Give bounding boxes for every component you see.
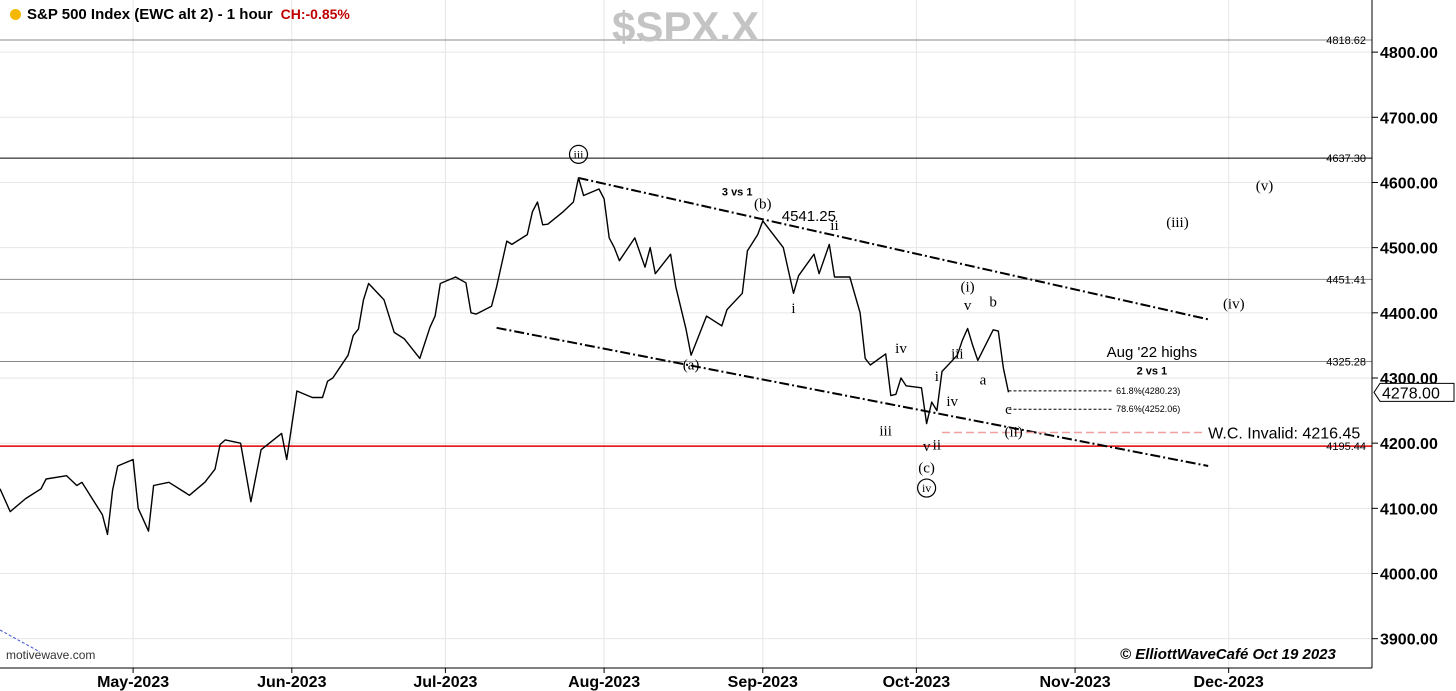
horizontal-levels: 4818.62 4637.30 4451.41 4325.28 4195.44	[0, 35, 1372, 453]
level-label: 4451.41	[1326, 274, 1366, 286]
chart-grid	[0, 0, 1372, 668]
wave-circle	[568, 144, 589, 164]
x-axis-panel	[0, 668, 1456, 691]
wave-label: ii	[933, 438, 941, 454]
y-tick-label: 4000.00	[1380, 567, 1438, 584]
invalidation-label: W.C. Invalid: 4216.45	[1208, 425, 1360, 442]
price-series-group	[0, 177, 1010, 536]
channel-line-upper	[578, 176, 1209, 321]
price-series-line	[0, 177, 1010, 536]
wave-circle	[917, 478, 937, 498]
wave-label: (c)	[918, 460, 935, 476]
current-price-tag	[1373, 382, 1455, 402]
current-price-label: 4278.00	[1382, 385, 1440, 402]
copyright-text: © ElliottWaveCafé Oct 19 2023	[1120, 646, 1336, 663]
level-label: 4195.44	[1326, 441, 1366, 453]
status-dot-icon	[10, 8, 21, 20]
wave-label: a	[980, 373, 987, 389]
change-percent: CH:-0.85%	[280, 6, 350, 22]
wave-label: 2 vs 1	[1137, 366, 1168, 378]
x-tick-label: Sep-2023	[728, 674, 798, 691]
wave-label: (v)	[1256, 178, 1274, 194]
wave-label: iii	[879, 423, 892, 439]
level-label: 4637.30	[1326, 153, 1366, 165]
x-tick-label: Nov-2023	[1039, 674, 1110, 691]
y-tick-label: 4800.00	[1380, 45, 1438, 62]
level-label: 4818.62	[1326, 35, 1366, 47]
wave-label: ii	[830, 218, 838, 234]
wave-label: 4541.25	[782, 208, 836, 225]
x-tick-label: May-2023	[97, 674, 169, 691]
channel-line-lower	[496, 326, 1209, 467]
wave-label: v	[964, 298, 972, 314]
y-tick-label: 3900.00	[1380, 632, 1438, 649]
y-tick-label: 4100.00	[1380, 501, 1438, 518]
wave-label: iii	[951, 346, 964, 362]
wave-label: (a)	[683, 358, 700, 374]
x-tick-label: Oct-2023	[883, 674, 951, 691]
wave-label: i	[935, 369, 939, 385]
y-tick-label: 4200.00	[1380, 436, 1438, 453]
wave-label: 3 vs 1	[722, 187, 753, 199]
wave-label: Aug '22 highs	[1107, 344, 1197, 361]
wave-label: v	[923, 439, 931, 455]
x-tick-label: Jul-2023	[413, 674, 477, 691]
wave-label: c	[1005, 402, 1012, 418]
retracement-label: 61.8%(4280.23)	[1116, 386, 1180, 396]
chart-title: S&P 500 Index (EWC alt 2) - 1 hour	[27, 5, 273, 23]
wave-label: iv	[895, 341, 907, 357]
wave-label: (iv)	[1223, 296, 1245, 312]
x-tick-label: Aug-2023	[568, 674, 640, 691]
y-tick-label: 4600.00	[1380, 175, 1438, 192]
wave-label: i	[791, 301, 795, 317]
wave-label: b	[989, 294, 997, 310]
wave-label: (i)	[960, 279, 974, 295]
y-tick-label: 4700.00	[1380, 110, 1438, 127]
wave-label: iv	[946, 394, 958, 410]
symbol-watermark: $SPX.X	[612, 3, 760, 50]
wave-label: iv	[922, 481, 931, 495]
x-tick-label: Jun-2023	[257, 674, 326, 691]
retracement-label: 78.6%(4252.06)	[1116, 404, 1180, 414]
y-tick-label: 4500.00	[1380, 241, 1438, 258]
x-tick-label: Dec-2023	[1194, 674, 1264, 691]
y-tick-label: 4400.00	[1380, 306, 1438, 323]
y-axis-panel	[1372, 0, 1456, 691]
wave-label: (iii)	[1166, 215, 1189, 231]
wave-label: iii	[573, 147, 584, 161]
wave-label: (ii)	[1004, 425, 1022, 441]
wave-label: (b)	[754, 197, 772, 213]
drawing-segment	[0, 629, 41, 653]
trend-channel: 61.8%(4280.23) 78.6%(4252.06) W.C. Invalid…	[496, 176, 1360, 467]
chart-header: S&P 500 Index (EWC alt 2) - 1 hour CH:-0…	[10, 4, 350, 24]
level-label: 4325.28	[1326, 357, 1366, 369]
provider-watermark: motivewave.com	[6, 648, 96, 662]
